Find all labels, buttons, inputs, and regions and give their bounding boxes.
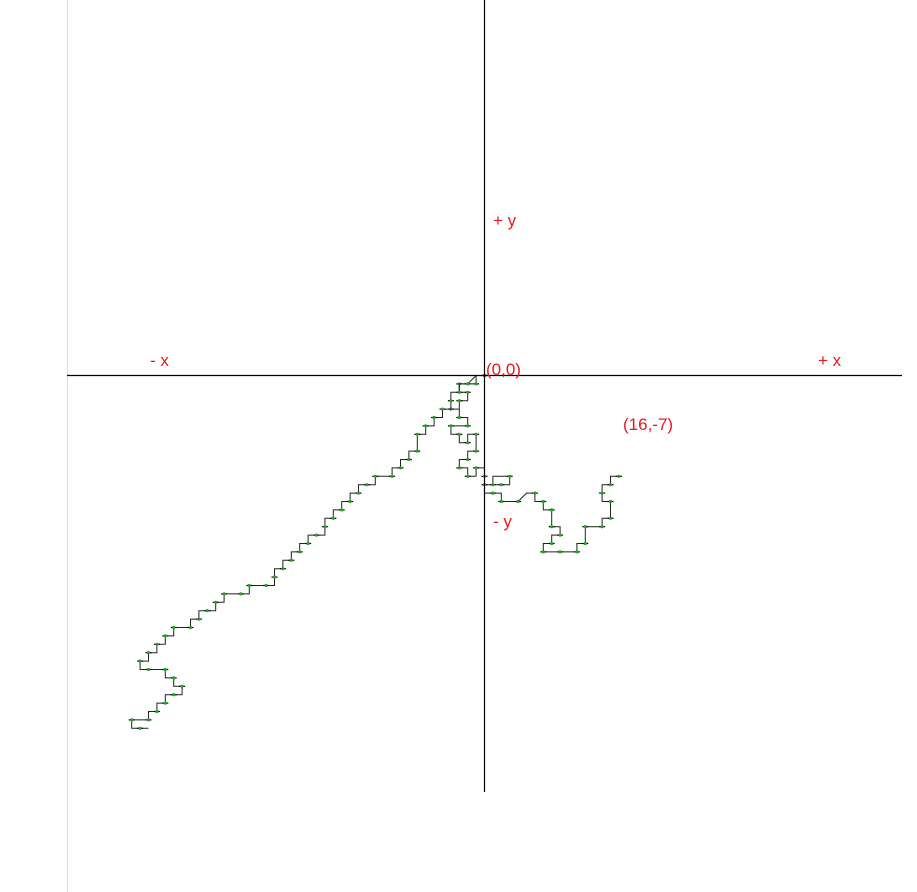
walk-point	[323, 525, 327, 529]
walk-point	[499, 483, 503, 487]
walk-point	[550, 508, 554, 512]
walk-point	[138, 659, 142, 663]
walk-point	[432, 415, 436, 420]
walk-point	[373, 474, 377, 478]
walk-point	[340, 508, 344, 512]
walk-point	[163, 667, 167, 672]
walk-point	[306, 541, 310, 546]
walk-point	[222, 592, 226, 596]
walk-point	[449, 424, 453, 428]
walk-point	[457, 415, 461, 420]
walk-point	[608, 516, 613, 520]
walk-point	[558, 550, 562, 554]
walk-point	[172, 693, 176, 697]
walk-point	[331, 516, 335, 520]
walk-point	[155, 642, 159, 646]
walk-point	[457, 399, 461, 403]
walk-point	[239, 592, 243, 596]
walk-point	[608, 499, 613, 504]
walk-point	[146, 651, 151, 655]
walk-point	[499, 499, 503, 504]
walk-point	[491, 491, 495, 495]
walk-point	[205, 609, 209, 613]
walk-point	[138, 726, 142, 730]
walk-point	[163, 634, 167, 638]
walk-point	[533, 491, 537, 495]
walk-point	[617, 474, 621, 478]
walk-point	[247, 583, 251, 588]
walk-point	[457, 432, 461, 436]
walk-point	[457, 466, 461, 470]
walk-point	[541, 550, 545, 554]
walk-point	[558, 533, 562, 537]
walk-point	[600, 525, 604, 529]
walk-point	[163, 701, 167, 705]
walk-point	[608, 483, 613, 487]
pos-y-label: + y	[493, 211, 517, 230]
neg-y-label: - y	[493, 512, 512, 531]
walk-point	[474, 449, 478, 453]
neg-x-label: - x	[150, 351, 169, 370]
walk-line-0	[450, 375, 619, 553]
end-point-annotation: (16,-7)	[623, 415, 673, 434]
walk-point	[600, 491, 604, 495]
walk-point	[457, 390, 461, 394]
walk-point	[466, 457, 470, 462]
walk-point	[466, 382, 470, 386]
walk-point	[264, 583, 268, 588]
walk-point	[474, 466, 478, 470]
walk-point	[298, 550, 302, 554]
walk-line-1	[131, 375, 485, 729]
walk-point	[348, 499, 352, 504]
walk-point	[356, 491, 361, 495]
walk-point	[449, 399, 453, 403]
walk-point	[541, 499, 545, 504]
walk-path-layer	[128, 373, 622, 730]
walk-point	[516, 499, 520, 504]
walk-point	[407, 457, 411, 462]
walk-point	[188, 625, 193, 630]
walk-point	[272, 575, 277, 579]
walk-point	[466, 441, 470, 445]
walk-point	[583, 541, 587, 546]
walk-point	[474, 382, 478, 386]
walk-point	[172, 676, 176, 680]
walk-point	[398, 466, 403, 470]
walk-point	[466, 390, 470, 394]
walk-point	[491, 483, 495, 487]
walk-point	[466, 424, 470, 428]
walk-point	[575, 550, 579, 554]
walk-point	[314, 533, 319, 537]
pos-x-label: + x	[818, 351, 842, 370]
walk-point	[146, 667, 151, 672]
walk-point	[289, 558, 293, 562]
walk-point	[474, 432, 478, 436]
walk-point	[130, 718, 134, 722]
walk-point	[508, 474, 512, 478]
origin-annotation: (0,0)	[486, 360, 521, 379]
walk-point	[365, 483, 369, 487]
walk-point	[440, 407, 445, 411]
walk-point	[172, 625, 176, 630]
walk-point	[180, 684, 184, 688]
walk-point	[155, 709, 159, 714]
walk-point	[424, 424, 428, 428]
walk-point	[197, 617, 201, 621]
walk-point	[281, 567, 285, 571]
walk-point	[466, 474, 470, 478]
walk-point	[146, 718, 151, 722]
walk-point	[550, 525, 554, 529]
walk-point	[415, 449, 419, 453]
walk-point	[214, 600, 218, 604]
walk-point	[390, 474, 394, 478]
walk-point	[415, 432, 419, 436]
panel-left-border	[67, 0, 68, 892]
walk-point	[583, 525, 587, 529]
walk-point	[550, 541, 554, 546]
